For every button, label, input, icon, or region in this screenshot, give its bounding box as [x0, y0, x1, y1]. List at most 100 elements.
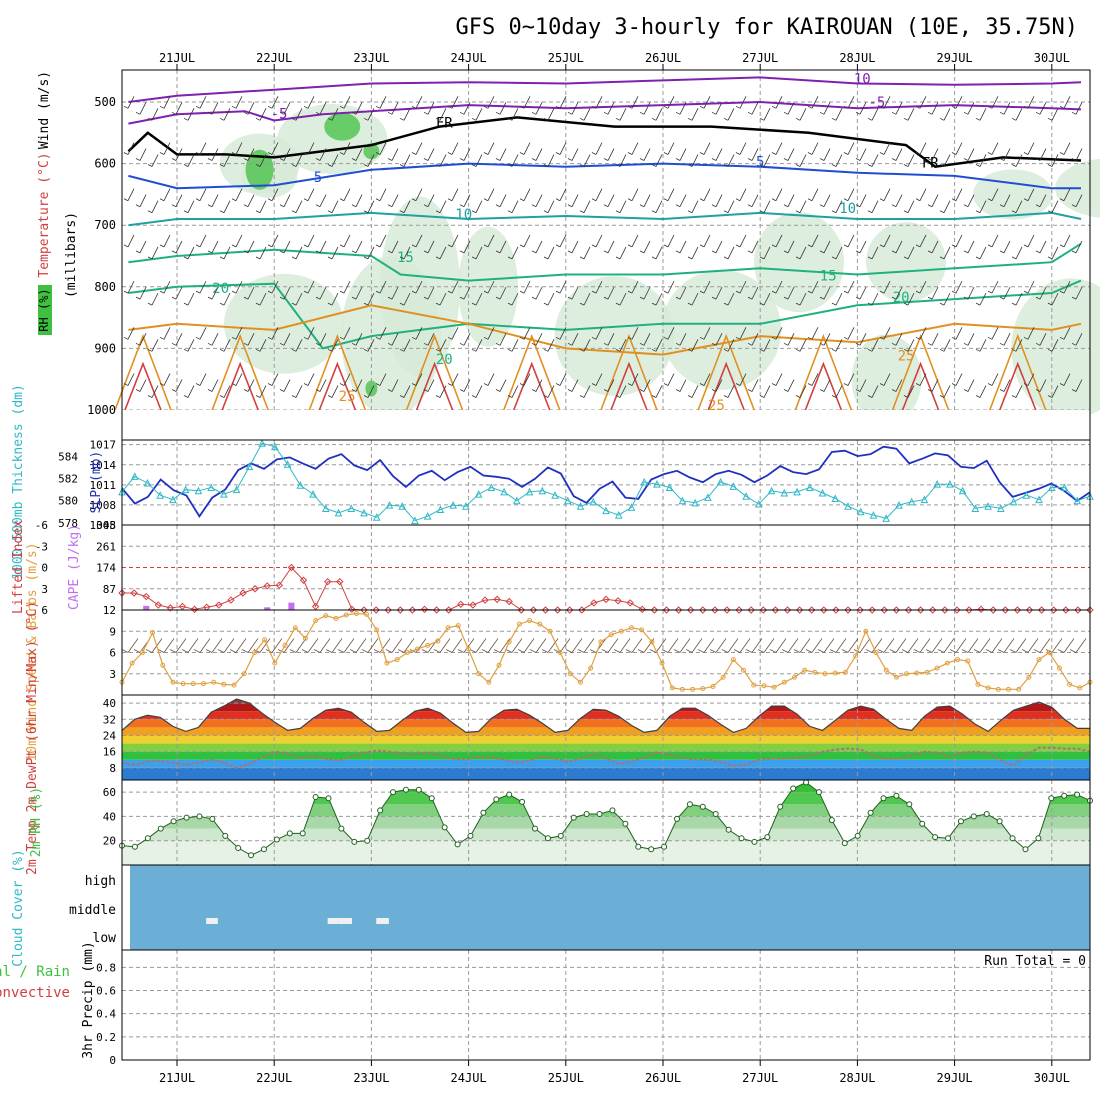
wind-barb [219, 292, 231, 306]
wind-barb [903, 292, 915, 306]
wind-barb [195, 327, 207, 340]
wind-barb [495, 286, 507, 300]
wind-barb [891, 379, 903, 392]
wind-speed-marker [720, 674, 726, 680]
wind-barb [699, 327, 711, 340]
wind-barb [159, 234, 171, 248]
wind-barb [567, 333, 579, 346]
wind-barb [663, 142, 675, 155]
wind-speed-marker [516, 621, 522, 627]
thickness-marker [513, 496, 521, 505]
li-marker [372, 606, 380, 614]
rh-marker [557, 832, 564, 839]
wind10-barb [769, 638, 787, 653]
wind-speed-marker [1046, 650, 1052, 655]
wind-barb [639, 148, 651, 161]
hot-peak [318, 361, 357, 411]
rh-shade [554, 276, 675, 397]
wind-speed-marker [842, 669, 848, 675]
wind-barb [291, 246, 303, 260]
precip-tick: 0.6 [96, 985, 116, 998]
thickness-tick: 584 [58, 451, 78, 464]
wind10-barb [961, 638, 979, 653]
wind10-barb [637, 638, 655, 653]
wind-barb [843, 280, 855, 294]
wind-barb [999, 148, 1011, 161]
wind-barb [195, 280, 207, 294]
wind10-barb [565, 638, 583, 653]
rh-marker [906, 801, 913, 808]
wind-barb [159, 142, 171, 155]
li-marker [190, 605, 199, 613]
wind-barb [339, 327, 351, 340]
wind-speed-marker [781, 679, 787, 685]
wind-speed-marker [251, 650, 257, 655]
wind-barb [807, 280, 819, 294]
wind10-barb [709, 638, 727, 653]
li-marker [251, 585, 259, 593]
wind-barb [831, 246, 843, 260]
wind10-barb [433, 638, 451, 653]
wind10-barb [121, 638, 139, 653]
wind-speed-marker [934, 665, 940, 671]
wind-barb [159, 327, 171, 340]
wind-barb [183, 339, 195, 352]
wind-barb [603, 148, 615, 161]
wind-barb [687, 385, 699, 398]
wind-barb [555, 142, 567, 155]
wind-barb [123, 280, 135, 294]
wind-barb [747, 148, 759, 161]
thickness-marker [563, 496, 572, 505]
wind-barb [831, 108, 843, 121]
hot-peak [901, 361, 940, 411]
wind-barb [423, 240, 435, 254]
rh-marker [815, 789, 822, 796]
wind-barb [147, 246, 159, 260]
contour-label: 20 [893, 290, 910, 306]
wind-tick: 6 [109, 647, 116, 660]
thickness-marker [1047, 483, 1056, 491]
contour-label: 25 [339, 389, 356, 405]
thickness-marker [716, 477, 725, 486]
thickness-marker [793, 487, 801, 496]
wind-barb [543, 246, 555, 260]
slp-tick: 1017 [90, 439, 117, 452]
wind-barb [963, 102, 975, 115]
wind-barb [231, 373, 243, 386]
wind-barb [339, 234, 351, 248]
li-marker [880, 606, 889, 614]
wind-barb [603, 194, 615, 208]
wind-barb [987, 327, 999, 340]
li-marker [457, 600, 465, 609]
wind-barb [795, 292, 807, 306]
li-tick: 0 [41, 562, 48, 575]
wind-barb [195, 234, 207, 248]
wind-barb [447, 96, 459, 109]
wind-barb [591, 142, 603, 155]
wind-barb [435, 200, 447, 214]
wind-speed-marker [129, 660, 135, 666]
slp-tick: 1005 [90, 519, 117, 532]
warm-peak [308, 333, 367, 411]
rh-marker [622, 820, 629, 827]
wind-barb [231, 142, 243, 155]
li-marker [336, 577, 344, 586]
rh-marker [196, 813, 203, 820]
wind-barb [747, 240, 759, 254]
wind-barb [279, 333, 291, 346]
wind-barb [411, 234, 423, 248]
wind-barb [807, 142, 819, 155]
wind-barb [639, 379, 651, 392]
wind10-barb [385, 638, 403, 653]
wind-barb [1023, 234, 1035, 248]
thickness-marker [882, 514, 891, 522]
wind-barb [819, 148, 831, 161]
wind-barb [987, 280, 999, 294]
li-tick: 3 [41, 583, 48, 596]
contour-label: 5 [756, 155, 764, 171]
wind-barb [171, 148, 183, 161]
wind-speed-marker [374, 627, 380, 633]
temp-band [122, 767, 1090, 780]
wind-barb [843, 188, 855, 202]
